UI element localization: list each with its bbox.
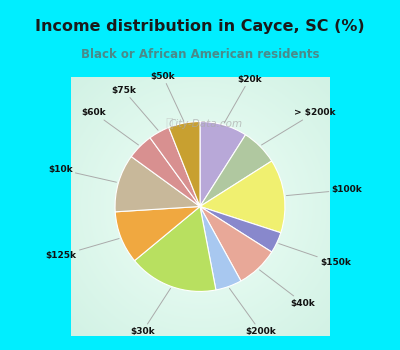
Wedge shape bbox=[134, 206, 216, 292]
Text: $60k: $60k bbox=[82, 108, 138, 145]
Wedge shape bbox=[115, 206, 200, 261]
Wedge shape bbox=[200, 135, 272, 206]
Text: City-Data.com: City-Data.com bbox=[168, 119, 242, 128]
Wedge shape bbox=[150, 127, 200, 206]
Text: Black or African American residents: Black or African American residents bbox=[81, 48, 319, 61]
Text: Income distribution in Cayce, SC (%): Income distribution in Cayce, SC (%) bbox=[35, 19, 365, 34]
Text: $150k: $150k bbox=[279, 244, 351, 267]
Wedge shape bbox=[115, 156, 200, 212]
Text: > $200k: > $200k bbox=[262, 108, 335, 145]
Wedge shape bbox=[200, 121, 246, 206]
Text: $10k: $10k bbox=[48, 165, 116, 182]
Text: $40k: $40k bbox=[260, 270, 316, 308]
Wedge shape bbox=[200, 206, 281, 252]
Text: ⦿: ⦿ bbox=[165, 117, 173, 130]
Text: $100k: $100k bbox=[286, 186, 362, 196]
Wedge shape bbox=[169, 121, 200, 206]
Text: $200k: $200k bbox=[230, 288, 276, 336]
Wedge shape bbox=[200, 161, 285, 233]
Text: $30k: $30k bbox=[130, 288, 170, 336]
Text: $125k: $125k bbox=[46, 239, 119, 260]
Wedge shape bbox=[200, 206, 241, 290]
Text: $20k: $20k bbox=[224, 75, 262, 123]
Text: $75k: $75k bbox=[111, 86, 158, 130]
Text: $50k: $50k bbox=[150, 72, 184, 121]
Wedge shape bbox=[131, 138, 200, 206]
Wedge shape bbox=[200, 206, 272, 281]
